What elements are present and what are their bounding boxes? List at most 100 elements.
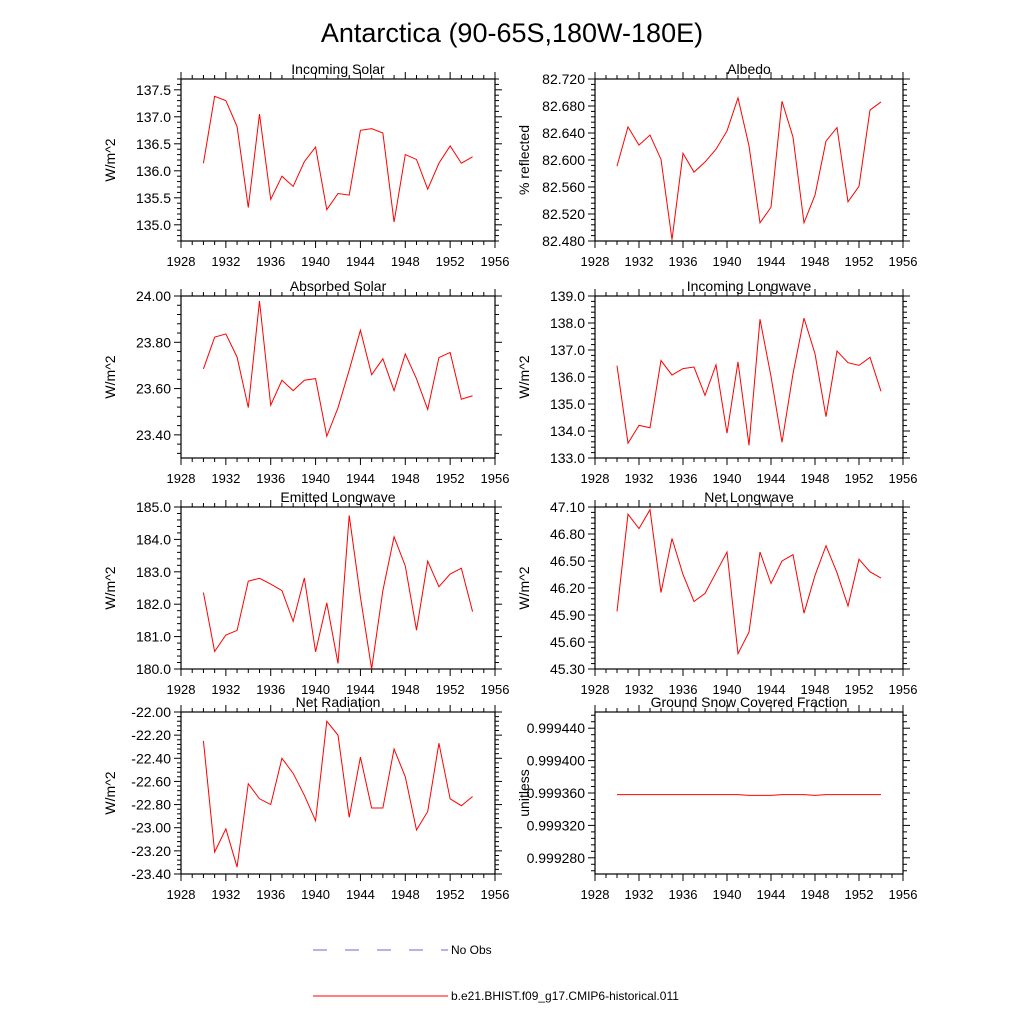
panels: Incoming Solar W/m^2 1928 1932 1936 1940 1944 1… bbox=[102, 61, 917, 902]
y-tick-label: 137.0 bbox=[136, 109, 171, 125]
y-tick-label: 23.60 bbox=[136, 381, 171, 397]
x-tick-label: 1940 bbox=[301, 471, 330, 486]
y-axis-label: unitless bbox=[516, 769, 532, 816]
y-tick-label: 0.999440 bbox=[527, 720, 586, 736]
y-tick-label: 180.0 bbox=[136, 661, 171, 677]
panel-5: Emitted Longwave W/m^2 1928 1932 1936 1940 194… bbox=[102, 489, 509, 697]
x-tick-label: 1956 bbox=[481, 682, 510, 697]
x-tick-label: 1944 bbox=[757, 887, 786, 902]
y-tick-label: -23.40 bbox=[131, 866, 171, 882]
y-tick-label: 23.40 bbox=[136, 427, 171, 443]
y-tick-label: -22.20 bbox=[131, 727, 171, 743]
plot-frame bbox=[594, 506, 904, 670]
x-tick-label: 1944 bbox=[757, 682, 786, 697]
y-axis-label: W/m^2 bbox=[516, 355, 532, 398]
panel-title: Albedo bbox=[727, 61, 771, 77]
x-tick-label: 1940 bbox=[301, 254, 330, 269]
x-tick-label: 1956 bbox=[481, 471, 510, 486]
y-tick-label: 0.999360 bbox=[527, 785, 586, 801]
y-tick-label: 137.5 bbox=[136, 82, 171, 98]
y-tick-label: 47.10 bbox=[550, 499, 585, 515]
x-tick-label: 1940 bbox=[301, 887, 330, 902]
x-tick-label: 1932 bbox=[625, 254, 654, 269]
x-tick-label: 1936 bbox=[669, 682, 698, 697]
plot-frame bbox=[594, 711, 904, 875]
x-tick-label: 1928 bbox=[581, 254, 610, 269]
x-tick-label: 1952 bbox=[845, 887, 874, 902]
x-tick-label: 1928 bbox=[581, 887, 610, 902]
y-tick-label: 135.0 bbox=[136, 217, 171, 233]
x-tick-label: 1944 bbox=[757, 471, 786, 486]
y-tick-label: 82.600 bbox=[542, 152, 585, 168]
x-tick-label: 1936 bbox=[256, 471, 285, 486]
series-line bbox=[616, 508, 882, 656]
x-tick-label: 1932 bbox=[625, 471, 654, 486]
y-tick-label: 183.0 bbox=[136, 564, 171, 580]
plot-frame bbox=[594, 295, 904, 459]
x-tick-label: 1932 bbox=[211, 682, 240, 697]
y-tick-label: 23.80 bbox=[136, 334, 171, 350]
x-tick-label: 1936 bbox=[669, 254, 698, 269]
x-tick-label: 1932 bbox=[211, 254, 240, 269]
x-tick-label: 1952 bbox=[436, 682, 465, 697]
x-tick-label: 1928 bbox=[167, 254, 196, 269]
series-line bbox=[202, 515, 474, 670]
panel-2: Albedo % reflected 1928 1932 1936 1940 1944 194… bbox=[516, 61, 917, 269]
y-tick-label: 45.90 bbox=[550, 607, 585, 623]
x-tick-label: 1940 bbox=[713, 254, 742, 269]
x-tick-label: 1936 bbox=[256, 682, 285, 697]
x-tick-label: 1932 bbox=[625, 887, 654, 902]
panel-1: Incoming Solar W/m^2 1928 1932 1936 1940 1944 1… bbox=[102, 61, 509, 269]
x-tick-label: 1936 bbox=[669, 471, 698, 486]
legend-label: No Obs bbox=[451, 943, 492, 957]
series-line bbox=[617, 794, 881, 796]
panel-title: Net Longwave bbox=[704, 489, 794, 505]
y-tick-label: 138.0 bbox=[550, 315, 585, 331]
x-tick-label: 1940 bbox=[713, 887, 742, 902]
x-tick-label: 1948 bbox=[391, 254, 420, 269]
series-line bbox=[616, 317, 882, 446]
panel-6: Net Longwave W/m^2 1928 1932 1936 1940 1944 194… bbox=[516, 489, 917, 697]
y-tick-label: 46.80 bbox=[550, 526, 585, 542]
x-tick-label: 1948 bbox=[801, 887, 830, 902]
x-tick-label: 1952 bbox=[436, 254, 465, 269]
x-tick-label: 1944 bbox=[346, 254, 375, 269]
y-tick-label: 181.0 bbox=[136, 629, 171, 645]
y-tick-label: -23.00 bbox=[131, 820, 171, 836]
y-tick-label: 82.680 bbox=[542, 98, 585, 114]
y-tick-label: 0.999280 bbox=[527, 850, 586, 866]
y-tick-label: 136.0 bbox=[136, 163, 171, 179]
series-line bbox=[202, 720, 473, 868]
y-tick-label: 185.0 bbox=[136, 499, 171, 515]
y-tick-label: 134.0 bbox=[550, 423, 585, 439]
y-tick-label: 82.480 bbox=[542, 233, 585, 249]
y-axis-label: W/m^2 bbox=[102, 566, 118, 609]
y-tick-label: 82.560 bbox=[542, 179, 585, 195]
x-tick-label: 1948 bbox=[391, 887, 420, 902]
x-tick-label: 1932 bbox=[211, 887, 240, 902]
panel-8: Ground Snow Covered Fraction unitless 1928… bbox=[516, 694, 917, 902]
x-tick-label: 1936 bbox=[669, 887, 698, 902]
x-tick-label: 1956 bbox=[889, 682, 918, 697]
y-tick-label: 0.999400 bbox=[527, 753, 586, 769]
x-tick-label: 1928 bbox=[167, 682, 196, 697]
y-tick-label: -22.60 bbox=[131, 773, 171, 789]
x-tick-label: 1952 bbox=[436, 471, 465, 486]
x-tick-label: 1944 bbox=[757, 254, 786, 269]
x-tick-label: 1928 bbox=[167, 887, 196, 902]
y-tick-label: 139.0 bbox=[550, 288, 585, 304]
x-tick-label: 1936 bbox=[256, 887, 285, 902]
y-tick-label: 82.720 bbox=[542, 71, 585, 87]
x-tick-label: 1952 bbox=[845, 471, 874, 486]
plot-frame bbox=[180, 506, 496, 670]
y-tick-label: 0.999320 bbox=[527, 817, 586, 833]
y-axis-label: W/m^2 bbox=[102, 138, 118, 181]
x-tick-label: 1928 bbox=[167, 471, 196, 486]
panel-title: Absorbed Solar bbox=[290, 278, 387, 294]
x-tick-label: 1952 bbox=[845, 254, 874, 269]
y-tick-label: 82.640 bbox=[542, 125, 585, 141]
panel-7: Net Radiation W/m^2 1928 1932 1936 1940 1944 19… bbox=[102, 694, 509, 902]
y-tick-label: -22.00 bbox=[131, 704, 171, 720]
y-tick-label: 46.50 bbox=[550, 553, 585, 569]
